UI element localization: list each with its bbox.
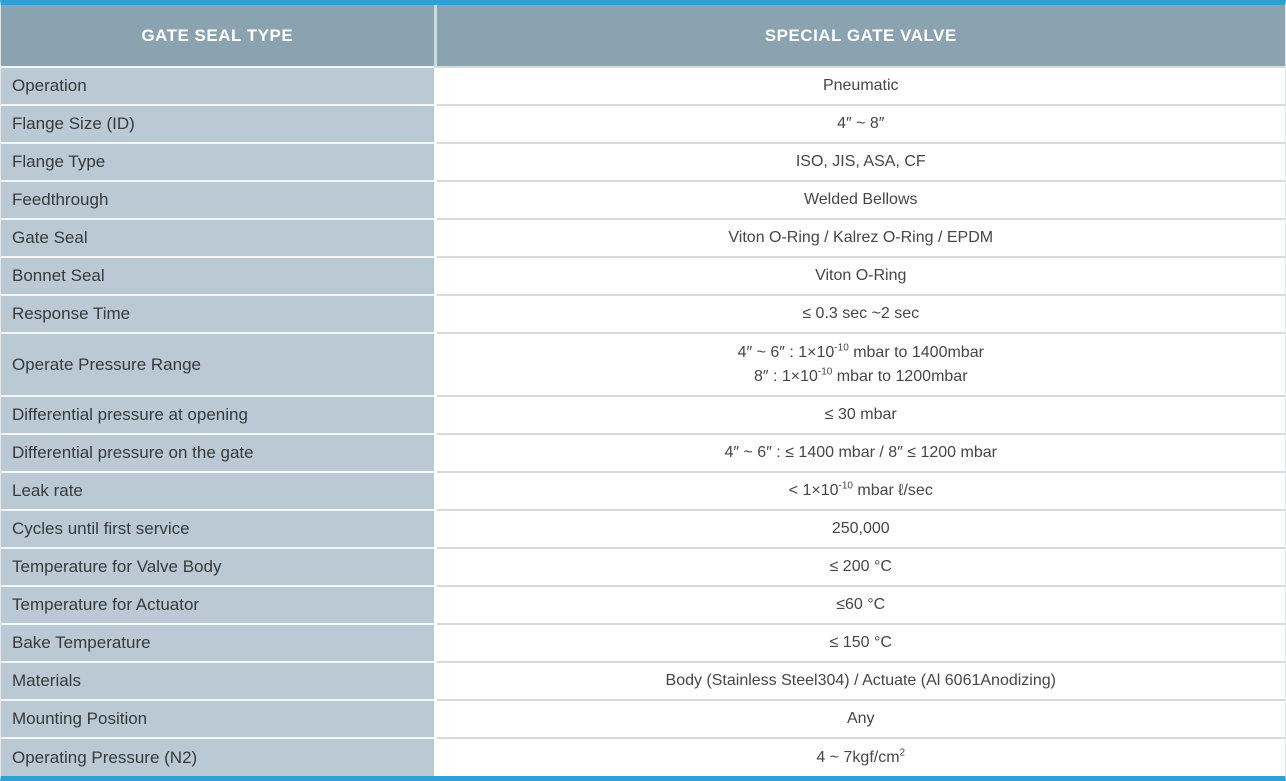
table-row: Mounting Position Any [1,700,1285,739]
spec-label: Operation [1,67,437,106]
spec-label: Materials [1,662,437,701]
spec-value-line: Welded Bellows [803,191,918,208]
spec-label: Differential pressure on the gate [1,434,437,473]
spec-label: Flange Type [1,143,437,182]
spec-value: Welded Bellows [435,181,1285,220]
column-header-gate-seal-type: GATE SEAL TYPE [1,5,437,68]
spec-value: ≤60 °C [435,586,1285,625]
spec-value-line: 4 ~ 7kgf/cm2 [816,747,906,766]
spec-value: ≤ 0.3 sec ~2 sec [435,295,1285,334]
spec-value-line: Viton O-Ring [815,267,907,284]
table-row: Materials Body (Stainless Steel304) / Act… [1,662,1285,701]
table-row: Bonnet Seal Viton O-Ring [1,257,1285,296]
spec-value-line: ≤ 30 mbar [824,406,897,423]
spec-label: Operate Pressure Range [1,333,437,397]
spec-value-line: < 1×10-10 mbar ℓ/sec [788,480,933,499]
spec-label: Bake Temperature [1,624,437,663]
gate-valve-spec-table: GATE SEAL TYPE SPECIAL GATE VALVE Operat… [1,5,1285,776]
spec-label: Temperature for Actuator [1,586,437,625]
spec-value-line: 4″ ~ 8″ [837,115,885,132]
spec-value: Body (Stainless Steel304) / Actuate (Al … [435,662,1285,701]
spec-value-line: ≤ 150 °C [829,634,892,651]
table-row: Response Time ≤ 0.3 sec ~2 sec [1,295,1285,334]
spec-value: Viton O-Ring / Kalrez O-Ring / EPDM [435,219,1285,258]
table-row: Leak rate < 1×10-10 mbar ℓ/sec [1,472,1285,511]
spec-value: ≤ 200 °C [435,548,1285,587]
spec-value-line: ISO, JIS, ASA, CF [795,153,926,170]
spec-value: Pneumatic [435,67,1285,106]
spec-value-line: ≤ 200 °C [829,558,892,575]
spec-value: Viton O-Ring [435,257,1285,296]
spec-value: ≤ 150 °C [435,624,1285,663]
spec-value: < 1×10-10 mbar ℓ/sec [435,472,1285,511]
spec-label: Bonnet Seal [1,257,437,296]
table-row: Operation Pneumatic [1,67,1285,106]
table-row: Operate Pressure Range 4″ ~ 6″ : 1×10-10 … [1,333,1285,397]
spec-value-line: Any [846,710,875,727]
spec-label: Temperature for Valve Body [1,548,437,587]
spec-label: Differential pressure at opening [1,396,437,435]
spec-label: Flange Size (ID) [1,105,437,144]
spec-table-header: GATE SEAL TYPE SPECIAL GATE VALVE [1,5,1285,68]
table-row: Differential pressure at opening ≤ 30 mba… [1,396,1285,435]
table-row: Bake Temperature ≤ 150 °C [1,624,1285,663]
spec-value: 4 ~ 7kgf/cm2 [435,738,1285,776]
spec-value-line: Body (Stainless Steel304) / Actuate (Al … [665,672,1056,689]
spec-label: Operating Pressure (N2) [1,738,437,776]
spec-label: Cycles until first service [1,510,437,549]
table-row: Flange Type ISO, JIS, ASA, CF [1,143,1285,182]
table-row: Cycles until first service 250,000 [1,510,1285,549]
table-row: Feedthrough Welded Bellows [1,181,1285,220]
spec-value-line: ≤ 0.3 sec ~2 sec [802,305,920,322]
spec-value: ISO, JIS, ASA, CF [435,143,1285,182]
table-row: Flange Size (ID) 4″ ~ 8″ [1,105,1285,144]
spec-label: Gate Seal [1,219,437,258]
spec-label: Leak rate [1,472,437,511]
spec-value: 4″ ~ 6″ : ≤ 1400 mbar / 8″ ≤ 1200 mbar [435,434,1285,473]
table-row: Temperature for Valve Body ≤ 200 °C [1,548,1285,587]
spec-value: 250,000 [435,510,1285,549]
spec-value-line: Viton O-Ring / Kalrez O-Ring / EPDM [728,229,994,246]
table-row: Temperature for Actuator ≤60 °C [1,586,1285,625]
column-header-special-gate-valve: SPECIAL GATE VALVE [435,5,1285,68]
spec-value-line: ≤60 °C [836,596,886,613]
spec-value-line: 250,000 [831,520,890,537]
header-row: GATE SEAL TYPE SPECIAL GATE VALVE [1,5,1285,68]
spec-value: 4″ ~ 8″ [435,105,1285,144]
spec-label: Feedthrough [1,181,437,220]
spec-value: Any [435,700,1285,739]
spec-value-line: 4″ ~ 6″ : ≤ 1400 mbar / 8″ ≤ 1200 mbar [724,444,997,461]
spec-value-line: 4″ ~ 6″ : 1×10-10 mbar to 1400mbar [737,342,984,361]
table-row: Operating Pressure (N2) 4 ~ 7kgf/cm2 [1,738,1285,776]
spec-label: Mounting Position [1,700,437,739]
spec-label: Response Time [1,295,437,334]
spec-value-line: Pneumatic [822,77,899,94]
spec-value: ≤ 30 mbar [435,396,1285,435]
table-row: Differential pressure on the gate 4″ ~ 6″… [1,434,1285,473]
table-row: Gate Seal Viton O-Ring / Kalrez O-Ring / … [1,219,1285,258]
spec-value-line: 8″ : 1×10-10 mbar to 1200mbar [753,366,968,385]
spec-table-body: Operation Pneumatic Flange Size (ID) 4″ ~ 8… [1,67,1285,776]
spec-value: 4″ ~ 6″ : 1×10-10 mbar to 1400mbar 8″ : 1… [435,333,1285,397]
